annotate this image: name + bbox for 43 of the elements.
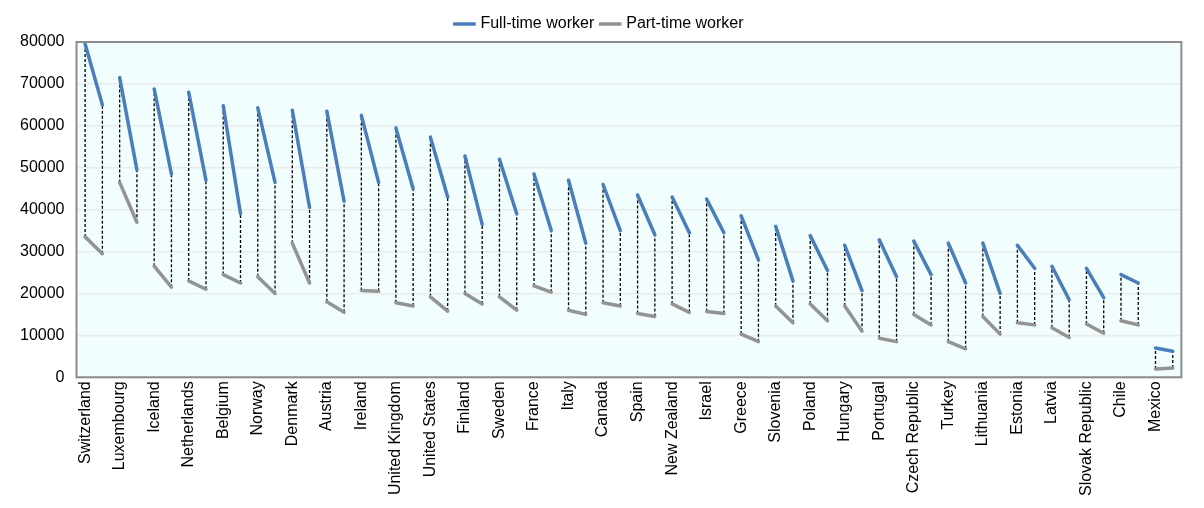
- x-tick-label: Chile: [1111, 381, 1129, 418]
- x-tick-label: Greece: [731, 381, 749, 434]
- x-tick-label: Portugal: [869, 381, 887, 441]
- x-tick-label: United States: [420, 381, 438, 478]
- y-tick-label: 40000: [19, 200, 65, 218]
- y-tick-label: 50000: [19, 158, 65, 176]
- x-tick-label: Poland: [800, 381, 818, 432]
- x-tick-label: Netherlands: [179, 381, 197, 468]
- x-tick-label: Israel: [697, 381, 715, 421]
- x-tick-label: Turkey: [938, 381, 956, 430]
- x-tick-label: Belgium: [213, 381, 231, 440]
- y-tick-label: 10000: [19, 325, 65, 343]
- y-tick-label: 80000: [19, 32, 65, 50]
- x-tick-label: Switzerland: [75, 381, 93, 464]
- x-tick-label: Slovenia: [766, 381, 784, 443]
- x-tick-label: Hungary: [835, 381, 853, 442]
- x-tick-label: Mexico: [1145, 381, 1163, 432]
- x-tick-label: Austria: [317, 381, 335, 432]
- y-tick-label: 20000: [19, 283, 65, 301]
- x-tick-label: Estonia: [1007, 381, 1025, 435]
- x-tick-label: Sweden: [489, 381, 507, 440]
- y-tick-label: 60000: [19, 116, 65, 134]
- legend-label: Part-time worker: [626, 14, 745, 32]
- x-tick-label: New Zealand: [662, 381, 680, 476]
- x-tick-label: Canada: [593, 381, 611, 438]
- x-tick-label: Finland: [455, 381, 473, 434]
- legend-label: Full-time worker: [480, 14, 595, 32]
- x-tick-label: Slovak Republic: [1076, 381, 1094, 497]
- x-tick-label: United Kingdom: [386, 381, 404, 496]
- x-tick-label: Luxembourg: [110, 381, 128, 471]
- x-tick-label: Norway: [248, 381, 266, 436]
- x-tick-label: Latvia: [1042, 381, 1060, 424]
- x-tick-label: Czech Republic: [904, 381, 922, 494]
- x-tick-label: Italy: [558, 381, 576, 411]
- y-tick-label: 0: [55, 367, 65, 385]
- x-tick-label: France: [524, 381, 542, 432]
- x-tick-label: Iceland: [144, 381, 162, 433]
- x-tick-label: Ireland: [351, 381, 369, 431]
- y-tick-label: 70000: [19, 74, 65, 92]
- x-tick-label: Denmark: [282, 380, 300, 447]
- y-tick-label: 30000: [19, 241, 65, 259]
- x-tick-label: Lithuania: [973, 381, 991, 447]
- x-tick-label: Spain: [627, 381, 645, 423]
